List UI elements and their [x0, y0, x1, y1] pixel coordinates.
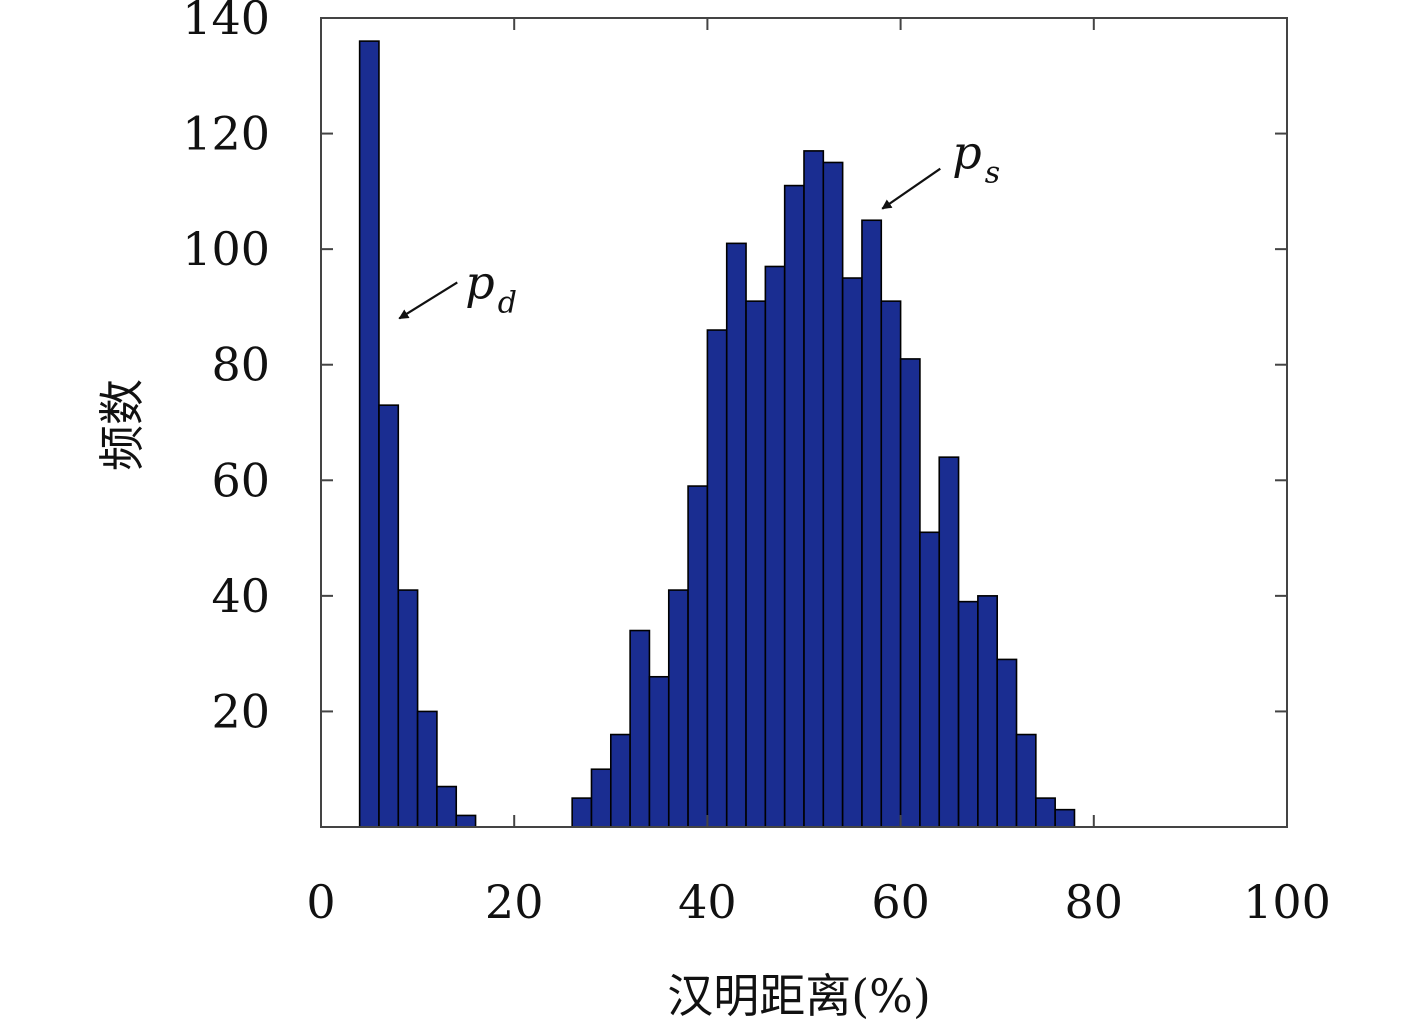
histogram-bar [629, 629, 651, 828]
histogram-bar [590, 768, 612, 828]
histogram-bar [957, 600, 979, 828]
histogram-bar [1015, 733, 1037, 828]
histogram-bar [609, 733, 631, 828]
histogram-bar [436, 785, 458, 828]
histogram-bar [571, 797, 593, 828]
histogram-bar [725, 242, 747, 828]
histogram-bar [687, 485, 709, 828]
y-tick-label: 140 [182, 0, 270, 45]
histogram-bar [378, 404, 400, 828]
histogram-bar [841, 277, 863, 828]
histogram-bar [996, 658, 1018, 828]
histogram-bar [648, 675, 670, 828]
histogram-bar [783, 184, 805, 828]
bars-layer [358, 40, 1076, 828]
y-tick-label: 20 [211, 684, 270, 738]
histogram-bar [358, 40, 380, 828]
ticks-layer: 0 20 40 60 80 100 20 40 60 80 100 120 140 [182, 0, 1331, 929]
histogram-bar [899, 358, 921, 828]
histogram-bar [667, 589, 689, 828]
annotation-arrow [398, 281, 458, 320]
plot-frame [320, 17, 1288, 828]
y-tick-label: 40 [211, 569, 270, 623]
histogram-bar [938, 456, 960, 828]
annotation-subscript: s [985, 156, 1000, 191]
annotations-layer: p d p s [398, 126, 1000, 320]
annotation-subscript: d [498, 285, 517, 320]
histogram-bar [1054, 808, 1076, 828]
y-tick-label: 60 [211, 453, 270, 507]
y-tick-label: 100 [182, 222, 270, 276]
y-tick-label: 80 [211, 338, 270, 392]
histogram-bar [977, 595, 999, 828]
x-tick-label: 80 [1065, 875, 1124, 929]
x-tick-label: 60 [871, 875, 930, 929]
x-tick-label: 0 [306, 875, 335, 929]
histogram-bar [919, 531, 941, 828]
histogram-bar [745, 300, 767, 828]
histogram-bar [706, 329, 728, 828]
x-tick-label: 20 [485, 875, 544, 929]
annotation-arrow [881, 167, 941, 210]
x-tick-label: 100 [1243, 875, 1331, 929]
histogram-bar [397, 589, 419, 828]
y-axis-title: 频数 [95, 379, 149, 471]
histogram-bar [416, 710, 438, 828]
histogram-bar [880, 300, 902, 828]
histogram-bar [803, 150, 825, 828]
histogram-bar [822, 161, 844, 828]
y-tick-label: 120 [182, 107, 270, 161]
histogram-bar [455, 814, 477, 828]
histogram-bar [764, 265, 786, 828]
x-axis-title: 汉明距离(%) [667, 969, 931, 1023]
histogram-bar [861, 219, 883, 828]
histogram-bar [1035, 797, 1056, 828]
x-tick-label: 40 [678, 875, 737, 929]
